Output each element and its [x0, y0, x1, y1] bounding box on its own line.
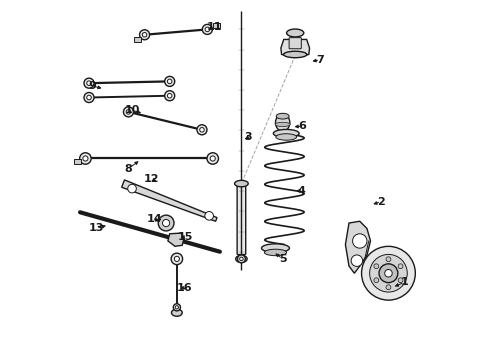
- Text: 2: 2: [377, 197, 385, 207]
- Polygon shape: [345, 221, 370, 273]
- Polygon shape: [168, 233, 184, 246]
- Bar: [74, 159, 81, 164]
- Text: 6: 6: [298, 121, 306, 131]
- Circle shape: [165, 76, 175, 86]
- Circle shape: [171, 253, 183, 265]
- Circle shape: [200, 127, 204, 132]
- FancyBboxPatch shape: [237, 183, 245, 255]
- Text: 5: 5: [279, 254, 287, 264]
- Circle shape: [140, 30, 149, 40]
- Circle shape: [385, 270, 392, 277]
- Bar: [134, 37, 141, 41]
- Circle shape: [126, 109, 131, 114]
- Text: 8: 8: [124, 163, 132, 174]
- Circle shape: [374, 278, 379, 283]
- Circle shape: [84, 93, 94, 103]
- Circle shape: [83, 156, 88, 161]
- Circle shape: [128, 184, 136, 193]
- Circle shape: [87, 81, 91, 85]
- Circle shape: [386, 257, 391, 262]
- Text: 7: 7: [317, 55, 324, 65]
- Ellipse shape: [275, 122, 290, 127]
- Circle shape: [398, 264, 403, 269]
- Circle shape: [163, 220, 170, 226]
- Circle shape: [175, 306, 178, 309]
- FancyBboxPatch shape: [289, 38, 301, 49]
- Text: 12: 12: [144, 174, 160, 184]
- Text: 1: 1: [401, 277, 409, 287]
- Circle shape: [80, 153, 91, 164]
- Text: 4: 4: [298, 186, 306, 196]
- Ellipse shape: [235, 180, 248, 187]
- Polygon shape: [122, 180, 217, 221]
- Ellipse shape: [273, 130, 299, 137]
- Ellipse shape: [265, 249, 287, 256]
- Bar: [213, 23, 220, 28]
- Ellipse shape: [262, 244, 290, 252]
- Circle shape: [398, 278, 403, 283]
- Ellipse shape: [276, 134, 296, 140]
- Circle shape: [165, 91, 175, 101]
- Circle shape: [168, 94, 172, 98]
- Circle shape: [369, 255, 407, 292]
- Circle shape: [205, 27, 210, 32]
- Circle shape: [205, 212, 214, 220]
- Circle shape: [174, 256, 179, 261]
- Circle shape: [374, 264, 379, 269]
- Ellipse shape: [172, 309, 182, 316]
- Circle shape: [142, 32, 147, 37]
- Ellipse shape: [287, 29, 304, 37]
- Circle shape: [84, 78, 94, 88]
- Circle shape: [210, 156, 215, 161]
- Text: 9: 9: [89, 81, 97, 91]
- Circle shape: [351, 255, 363, 266]
- Circle shape: [362, 246, 416, 300]
- Circle shape: [379, 264, 398, 283]
- Text: 16: 16: [176, 283, 192, 293]
- Text: 3: 3: [245, 132, 252, 142]
- Circle shape: [207, 153, 219, 164]
- Circle shape: [386, 285, 391, 290]
- Polygon shape: [281, 40, 310, 55]
- Text: 15: 15: [178, 232, 194, 242]
- Circle shape: [240, 257, 243, 261]
- Circle shape: [168, 79, 172, 84]
- Ellipse shape: [276, 113, 289, 119]
- Text: 11: 11: [207, 22, 222, 32]
- Ellipse shape: [284, 51, 307, 58]
- Circle shape: [123, 107, 133, 117]
- Text: 13: 13: [89, 224, 104, 233]
- Circle shape: [173, 304, 180, 311]
- Text: 14: 14: [147, 215, 163, 224]
- Circle shape: [197, 125, 207, 135]
- Ellipse shape: [275, 114, 290, 131]
- Ellipse shape: [236, 255, 247, 262]
- Circle shape: [238, 255, 245, 263]
- Text: 10: 10: [124, 105, 140, 115]
- Circle shape: [87, 95, 91, 100]
- Circle shape: [158, 215, 174, 231]
- Circle shape: [202, 24, 212, 35]
- Circle shape: [353, 234, 367, 248]
